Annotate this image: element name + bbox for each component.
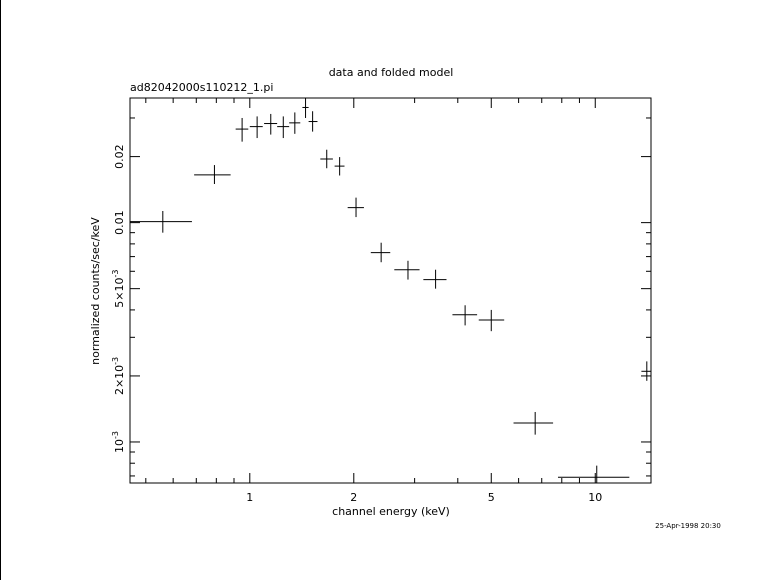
chart-subtitle: ad82042000s110212_1.pi <box>130 81 273 94</box>
y-tick-label: 0.01 <box>113 210 126 235</box>
data-point <box>249 116 263 139</box>
x-minor-ticks <box>145 98 580 483</box>
data-point <box>264 113 278 135</box>
data-point <box>557 465 630 483</box>
y-axis-label: normalized counts/sec/keV <box>89 217 102 365</box>
x-tick-label: 1 <box>246 491 253 504</box>
y-tick-label: 0.02 <box>113 144 126 169</box>
data-point <box>320 149 333 169</box>
data-point <box>277 116 290 139</box>
x-tick-label: 5 <box>488 491 495 504</box>
data-point <box>513 411 554 435</box>
window-left-border <box>0 0 1 580</box>
data-point <box>641 361 651 381</box>
data-point <box>289 112 301 134</box>
x-axis-label: channel energy (keV) <box>332 505 450 518</box>
data-point <box>394 260 420 280</box>
y-tick-label: 2×10-3 <box>111 357 126 395</box>
plot-frame <box>129 97 652 484</box>
data-point <box>334 157 345 176</box>
data-point <box>370 242 391 263</box>
data-point <box>302 98 309 118</box>
x-axis-ticks: 1 2 5 10 <box>246 98 602 504</box>
data-point <box>452 305 478 326</box>
data-point <box>478 309 505 332</box>
x-tick-label: 2 <box>350 491 357 504</box>
data-point <box>308 111 318 132</box>
y-tick-label: 5×10-3 <box>111 270 126 308</box>
data-point <box>130 210 192 233</box>
chart-title: data and folded model <box>329 66 454 79</box>
y-axis-ticks: 10-3 2×10-3 5×10-3 0.01 0.02 <box>111 144 651 453</box>
data-points <box>130 98 651 483</box>
y-tick-label: 10-3 <box>111 431 126 453</box>
data-point <box>235 117 249 142</box>
timestamp: 25-Apr-1998 20:30 <box>655 522 721 530</box>
data-point <box>347 197 364 218</box>
data-point <box>423 269 447 289</box>
y-minor-ticks <box>130 117 651 477</box>
data-point <box>194 165 231 185</box>
x-tick-label: 10 <box>588 491 602 504</box>
